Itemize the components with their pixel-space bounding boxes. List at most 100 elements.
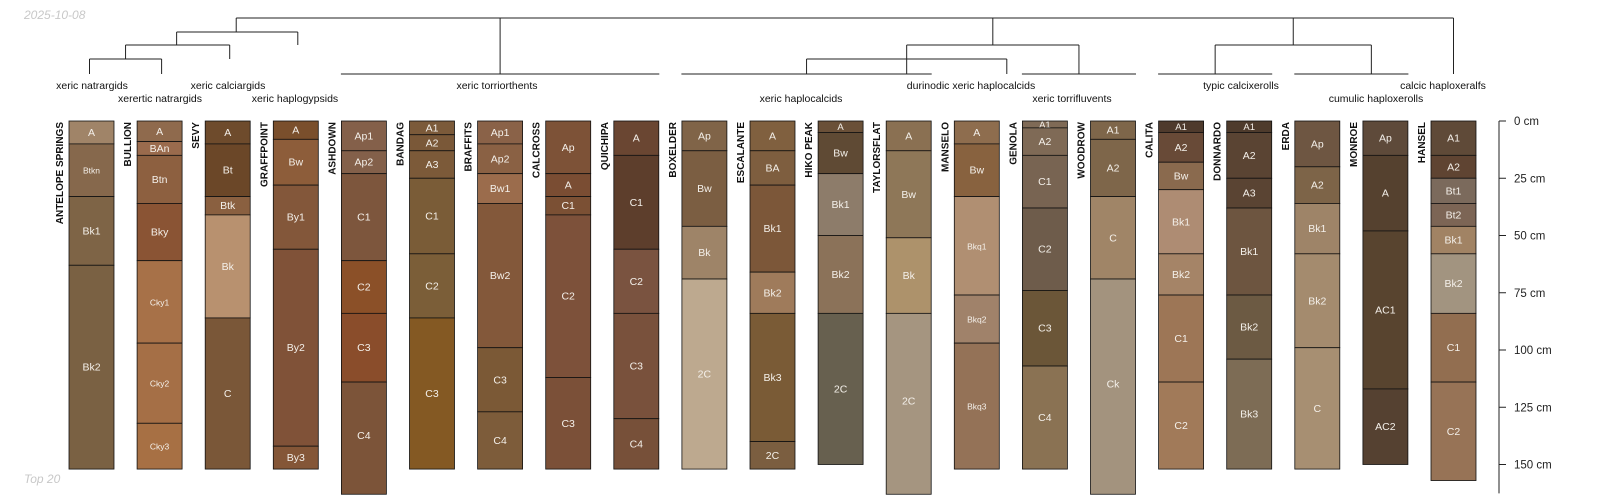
horizon-label: A (224, 127, 231, 139)
horizon-boxelder-1 (681, 150, 728, 227)
horizon-hansel-2 (1430, 177, 1477, 204)
horizon-monroe-2 (1362, 230, 1409, 390)
horizon-graffpoint-1 (272, 138, 319, 186)
horizon-label: By3 (287, 452, 305, 464)
profile-name-donnardo: DONNARDO (1213, 122, 1224, 181)
horizon-ashdown-5 (340, 381, 387, 495)
horizon-label: Cky3 (150, 442, 170, 452)
taxa-label-xeric-torrifluvents: xeric torrifluvents (1032, 93, 1111, 105)
profile-name-bullion: BULLION (123, 122, 134, 166)
horizon-label: A (769, 130, 776, 142)
horizon-label: C1 (357, 212, 371, 224)
horizon-bandag-4 (409, 253, 455, 319)
horizon-label: Bk2 (1444, 278, 1462, 290)
horizon-label: C2 (630, 276, 644, 288)
taxa-label-xeric-natrargids: xeric natrargids (56, 80, 128, 92)
depth-tick-label-0: 0 cm (1514, 116, 1539, 128)
horizon-sevy-1 (204, 143, 251, 197)
horizon-escalante-0 (749, 120, 796, 152)
horizon-hansel-6 (1430, 312, 1477, 383)
horizon-label: A1 (1107, 125, 1120, 137)
profile-name-bandag: BANDAG (396, 122, 407, 166)
horizon-label: C3 (425, 388, 439, 400)
taxa-label-xeric-haplogypsids: xeric haplogypsids (252, 93, 338, 105)
horizon-genola-5 (1022, 365, 1068, 470)
horizon-label: A (156, 126, 163, 138)
horizon-label: A1 (1243, 122, 1255, 133)
horizon-label: Bkq3 (967, 402, 987, 412)
horizon-monroe-3 (1362, 388, 1409, 465)
horizon-label: Btkn (83, 166, 100, 176)
depth-tick-label-125: 125 cm (1514, 402, 1552, 414)
horizon-bullion-2 (136, 154, 183, 204)
horizon-label: By2 (287, 342, 305, 354)
horizon-label: C3 (357, 342, 371, 354)
horizon-bullion-4 (136, 260, 183, 344)
horizon-label: C2 (1447, 426, 1461, 438)
taxa-label-xeric-calciargids: xeric calciargids (191, 80, 266, 92)
horizon-quichipa-0 (613, 120, 660, 156)
taxa-label-calcic-haploxeralfs: calcic haploxeralfs (1400, 80, 1486, 92)
horizon-label: Bw (970, 165, 985, 177)
horizon-label: Bkq1 (967, 241, 987, 251)
taxa-label-xeric-torriorthents: xeric torriorthents (456, 80, 537, 92)
horizon-label: Bk2 (1308, 295, 1326, 307)
profile-name-manselo: MANSELO (940, 122, 951, 172)
horizon-label: Btn (152, 174, 168, 186)
horizon-ashdown-3 (340, 260, 387, 314)
horizon-quichipa-1 (613, 154, 660, 250)
horizon-label: C (224, 388, 232, 400)
horizon-label: 2C (698, 369, 712, 381)
horizon-label: A2 (1175, 142, 1188, 154)
horizon-label: Ap (1311, 138, 1324, 150)
horizon-hansel-7 (1430, 381, 1477, 481)
horizon-label: A (565, 180, 572, 192)
horizon-erda-4 (1294, 347, 1341, 470)
horizon-label: Bk1 (832, 199, 850, 211)
horizon-label: A2 (1038, 136, 1051, 148)
horizon-calita-6 (1158, 381, 1204, 470)
horizon-label: Ck (1107, 379, 1121, 391)
horizon-label: Ap1 (491, 127, 510, 139)
horizon-donnardo-1 (1226, 132, 1273, 179)
horizon-label: C2 (425, 280, 439, 292)
horizon-quichipa-4 (613, 418, 660, 470)
horizon-label: Bt2 (1446, 209, 1462, 221)
horizon-erda-1 (1294, 166, 1341, 204)
horizon-label: C3 (630, 361, 644, 373)
horizon-label: Ap1 (355, 130, 374, 142)
horizon-label: Bk2 (1240, 322, 1258, 334)
horizon-label: A1 (1447, 133, 1460, 145)
profile-name-sevy: SEVY (191, 122, 202, 149)
footer-label: Top 20 (24, 472, 61, 486)
horizon-label: A (1382, 188, 1389, 200)
horizon-antelope-springs-2 (68, 196, 115, 266)
horizon-escalante-1 (749, 150, 796, 186)
horizon-label: Cky1 (150, 297, 170, 307)
horizon-erda-0 (1294, 120, 1341, 168)
horizon-label: Ap (698, 130, 711, 142)
horizon-genola-2 (1022, 154, 1068, 209)
horizon-donnardo-5 (1226, 358, 1273, 470)
horizon-label: Bw (289, 157, 304, 169)
profile-name-ashdown: ASHDOWN (327, 122, 338, 175)
horizon-label: A (973, 127, 980, 139)
horizon-label: C3 (1038, 323, 1052, 335)
horizon-antelope-springs-1 (68, 143, 115, 197)
profile-name-graffpoint: GRAFFPOINT (259, 122, 270, 187)
horizon-label: A2 (1243, 150, 1256, 162)
depth-tick-label-150: 150 cm (1514, 460, 1552, 472)
horizon-label: Bw (697, 183, 712, 195)
horizon-donnardo-4 (1226, 294, 1273, 360)
profile-name-boxelder: BOXELDER (668, 121, 679, 177)
horizon-bandag-5 (409, 317, 455, 470)
depth-tick-label-25: 25 cm (1514, 173, 1545, 185)
horizon-label: Bw2 (490, 270, 511, 282)
horizon-braffits-3 (477, 203, 524, 349)
horizon-erda-2 (1294, 203, 1341, 255)
horizon-label: A (292, 125, 299, 137)
horizon-label: 2C (902, 396, 916, 408)
horizon-bandag-2 (409, 150, 455, 179)
horizon-genola-4 (1022, 290, 1068, 367)
profile-name-genola: GENOLA (1008, 122, 1019, 165)
